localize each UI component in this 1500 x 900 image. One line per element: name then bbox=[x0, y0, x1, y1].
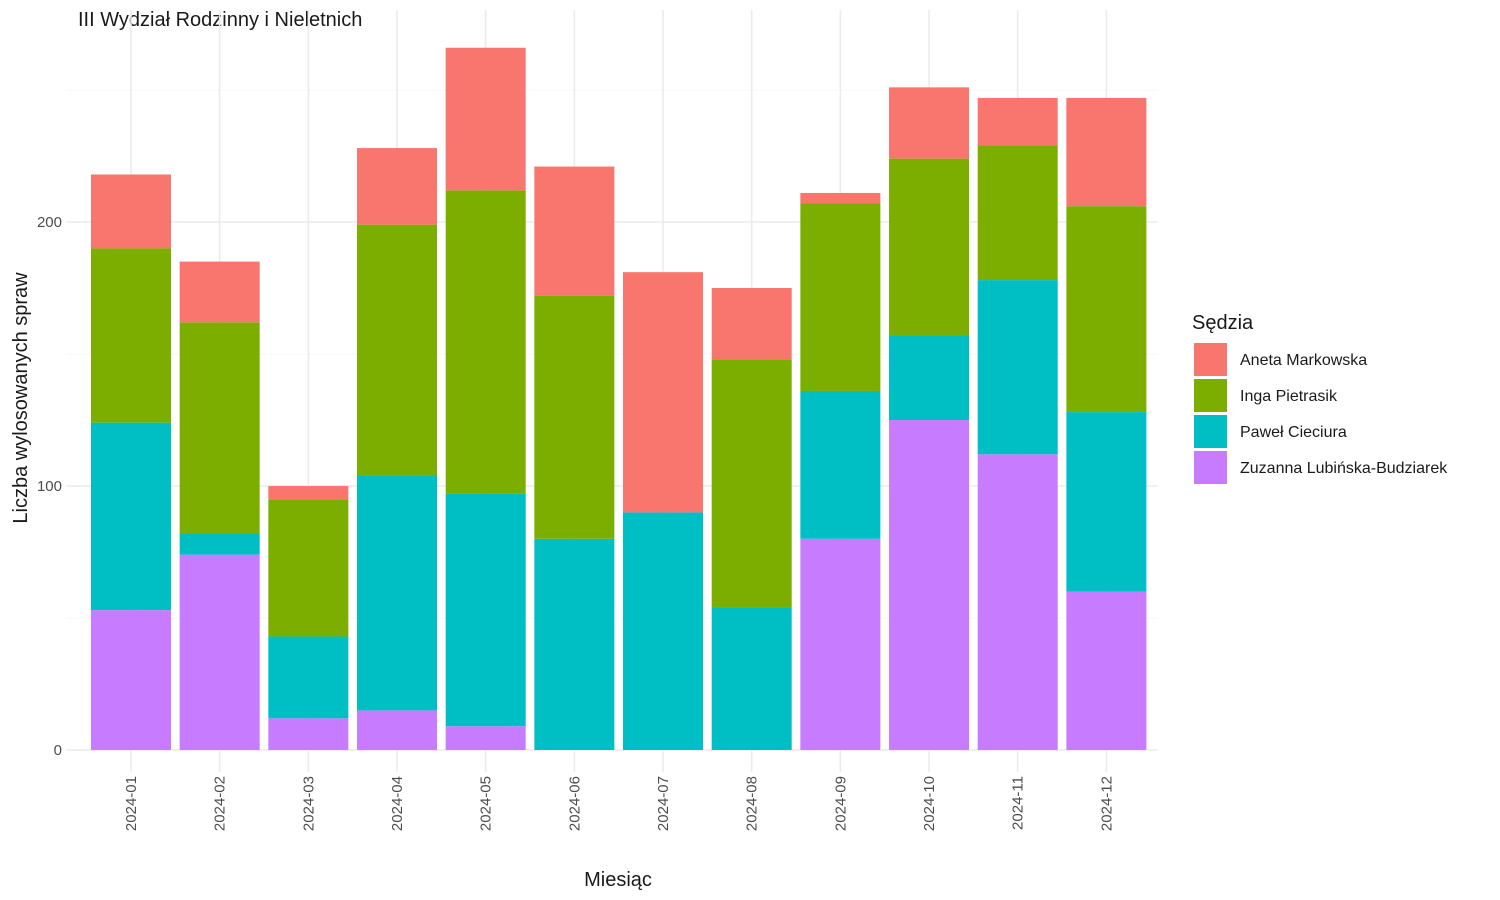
x-tick-label: 2024-09 bbox=[832, 776, 849, 831]
bar-segment bbox=[91, 610, 171, 750]
bar-segment bbox=[91, 248, 171, 423]
legend: Sędzia Aneta Markowska Inga Pietrasik Pawe… bbox=[1192, 312, 1448, 484]
y-tick-label: 200 bbox=[37, 214, 62, 231]
x-tick-label: 2024-08 bbox=[744, 776, 761, 831]
bar-segment bbox=[711, 359, 792, 608]
legend-label: Paweł Cieciura bbox=[1240, 424, 1347, 441]
bar-segment bbox=[711, 288, 792, 360]
bar-segment bbox=[445, 493, 526, 727]
legend-label: Inga Pietrasik bbox=[1240, 388, 1338, 405]
bar-segment bbox=[800, 390, 881, 539]
legend-swatch bbox=[1194, 415, 1227, 448]
bar-segment bbox=[179, 261, 260, 323]
bar-segment bbox=[800, 203, 881, 391]
bar-segment bbox=[1066, 206, 1147, 413]
bar-segment bbox=[268, 486, 349, 500]
x-tick-label: 2024-06 bbox=[566, 776, 583, 831]
bar-segment bbox=[357, 475, 438, 711]
bar-segment bbox=[800, 538, 881, 750]
bars bbox=[91, 47, 1147, 750]
bar-segment bbox=[1066, 97, 1147, 207]
bar-segment bbox=[977, 454, 1058, 750]
bar-segment bbox=[534, 538, 615, 750]
bar-segment bbox=[445, 726, 526, 750]
bar-segment bbox=[534, 166, 615, 296]
x-tick-label: 2024-10 bbox=[921, 776, 938, 831]
legend-label: Aneta Markowska bbox=[1240, 352, 1367, 369]
x-tick-label: 2024-01 bbox=[123, 776, 140, 831]
bar-segment bbox=[445, 190, 526, 494]
y-tick-label: 0 bbox=[54, 742, 62, 759]
x-tick-label: 2024-02 bbox=[212, 776, 229, 831]
bar-segment bbox=[268, 499, 349, 637]
bar-segment bbox=[889, 87, 970, 159]
bar-segment bbox=[889, 335, 970, 420]
bar-segment bbox=[977, 97, 1058, 146]
y-axis-ticks: 0 100 200 bbox=[37, 214, 62, 759]
x-tick-label: 2024-11 bbox=[1010, 776, 1027, 830]
bar-segment bbox=[711, 607, 792, 750]
bar-segment bbox=[179, 554, 260, 750]
bar-segment bbox=[800, 192, 881, 204]
bar-segment bbox=[268, 636, 349, 719]
bar-segment bbox=[534, 295, 615, 539]
bar-segment bbox=[179, 322, 260, 534]
x-tick-label: 2024-04 bbox=[389, 776, 406, 831]
x-tick-label: 2024-12 bbox=[1098, 776, 1115, 831]
bar-segment bbox=[889, 420, 970, 750]
bar-segment bbox=[977, 280, 1058, 455]
legend-swatch bbox=[1194, 379, 1227, 412]
bar-segment bbox=[268, 718, 349, 750]
bar-segment bbox=[357, 710, 438, 750]
x-axis-ticks: 2024-01 2024-02 2024-03 2024-04 2024-05 2024-… bbox=[123, 776, 1115, 831]
bar-segment bbox=[889, 158, 970, 336]
bar-segment bbox=[91, 174, 171, 249]
bar-segment bbox=[357, 224, 438, 476]
bar-segment bbox=[623, 272, 704, 513]
bar-segment bbox=[179, 533, 260, 555]
bar-segment bbox=[1066, 591, 1147, 750]
bar-segment bbox=[623, 512, 704, 750]
y-tick-label: 100 bbox=[37, 478, 62, 495]
legend-label: Zuzanna Lubińska-Budziarek bbox=[1240, 460, 1448, 477]
legend-swatch bbox=[1194, 343, 1227, 376]
bar-segment bbox=[445, 47, 526, 191]
x-tick-label: 2024-03 bbox=[300, 776, 317, 831]
x-tick-label: 2024-05 bbox=[478, 776, 495, 831]
legend-title: Sędzia bbox=[1192, 312, 1254, 334]
bar-segment bbox=[357, 148, 438, 225]
bar-segment bbox=[977, 145, 1058, 281]
bar-segment bbox=[91, 422, 171, 611]
x-tick-label: 2024-07 bbox=[655, 776, 672, 831]
legend-swatch bbox=[1194, 451, 1227, 484]
x-axis-title: Miesiąc bbox=[584, 869, 652, 891]
bar-segment bbox=[1066, 412, 1147, 592]
y-axis-title: Liczba wylosowanych spraw bbox=[10, 272, 32, 524]
